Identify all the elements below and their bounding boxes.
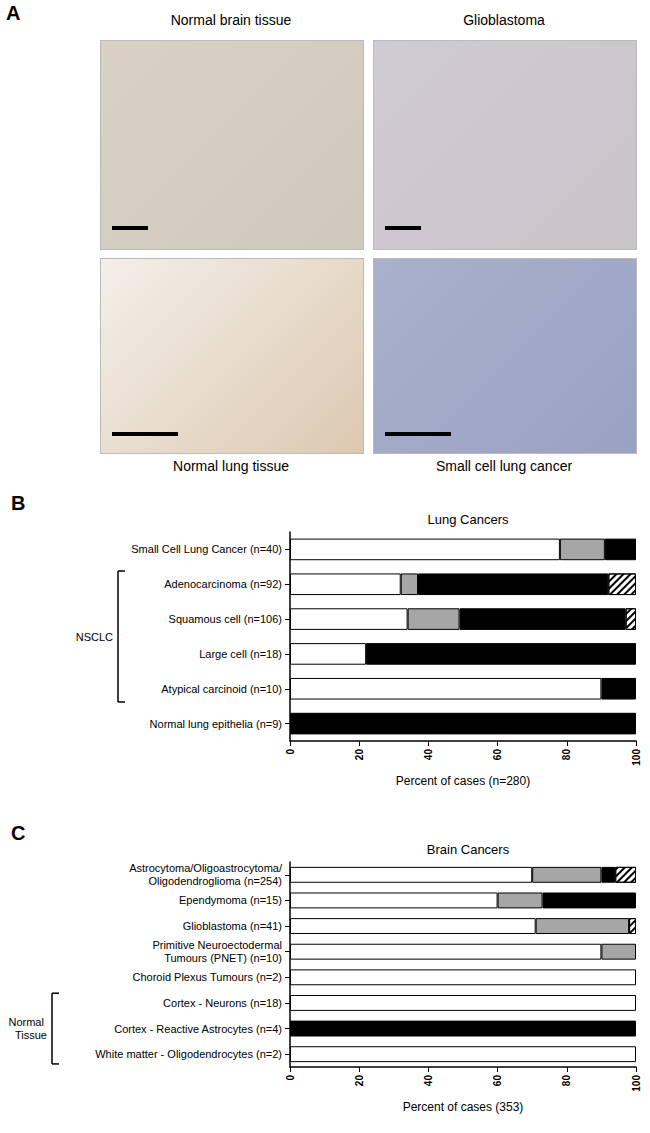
svg-text:100: 100	[631, 749, 642, 766]
svg-text:Normal: Normal	[8, 1016, 47, 1028]
svg-text:Ependymoma (n=15): Ependymoma (n=15)	[179, 894, 282, 906]
svg-text:100: 100	[631, 1075, 642, 1092]
svg-text:80: 80	[561, 749, 572, 761]
svg-text:Adenocarcinoma (n=92): Adenocarcinoma (n=92)	[164, 578, 282, 590]
svg-text:20: 20	[354, 749, 365, 761]
svg-text:Large cell (n=18): Large cell (n=18)	[199, 648, 282, 660]
svg-text:Cortex - Neurons (n=18): Cortex - Neurons (n=18)	[163, 997, 282, 1009]
svg-text:Primitive Neuroectodermal: Primitive Neuroectodermal	[152, 939, 282, 951]
svg-text:60: 60	[492, 749, 503, 761]
svg-text:Choroid Plexus Tumours (n=2): Choroid Plexus Tumours (n=2)	[133, 971, 282, 983]
svg-text:Atypical carcinoid (n=10): Atypical carcinoid (n=10)	[161, 683, 282, 695]
html-text:Normal brain tissue: Normal brain tissue	[170, 12, 292, 28]
html-text:Normal lung tissue: Normal lung tissue	[173, 458, 289, 474]
svg-text:80: 80	[561, 1075, 572, 1087]
svg-text:0: 0	[285, 1075, 296, 1081]
svg-text:Percent of cases (353): Percent of cases (353)	[403, 1100, 524, 1114]
svg-text:Oligodendroglioma (n=254): Oligodendroglioma (n=254)	[148, 875, 282, 887]
svg-text:40: 40	[423, 1075, 434, 1087]
svg-text:20: 20	[354, 1075, 365, 1087]
svg-text:Glioblastoma (n=41): Glioblastoma (n=41)	[183, 920, 282, 932]
svg-text:Percent of cases (n=280): Percent of cases (n=280)	[396, 774, 530, 788]
html-text:A: A	[6, 2, 21, 24]
svg-text:Brain Cancers: Brain Cancers	[427, 842, 510, 857]
svg-text:40: 40	[423, 749, 434, 761]
svg-text:White matter - Oligodendrocyte: White matter - Oligodendrocytes (n=2)	[95, 1048, 282, 1060]
html-text:Glioblastoma: Glioblastoma	[463, 12, 545, 28]
svg-text:Small Cell Lung Cancer (n=40): Small Cell Lung Cancer (n=40)	[131, 543, 282, 555]
svg-text:Lung Cancers: Lung Cancers	[428, 512, 509, 527]
svg-text:C: C	[11, 822, 25, 844]
svg-text:60: 60	[492, 1075, 503, 1087]
svg-text:B: B	[11, 492, 25, 514]
svg-text:Tissue: Tissue	[15, 1029, 47, 1041]
html-text:Small cell lung cancer: Small cell lung cancer	[435, 458, 573, 474]
svg-text:Tumours (PNET) (n=10): Tumours (PNET) (n=10)	[164, 952, 282, 964]
svg-text:0: 0	[285, 749, 296, 755]
svg-text:Cortex - Reactive Astrocytes (: Cortex - Reactive Astrocytes (n=4)	[114, 1023, 282, 1035]
svg-text:Normal lung epithelia (n=9): Normal lung epithelia (n=9)	[150, 718, 282, 730]
svg-text:Squamous cell (n=106): Squamous cell (n=106)	[169, 613, 282, 625]
svg-text:NSCLC: NSCLC	[76, 631, 113, 643]
svg-text:Astrocytoma/Oligoastrocytoma/: Astrocytoma/Oligoastrocytoma/	[129, 862, 283, 874]
